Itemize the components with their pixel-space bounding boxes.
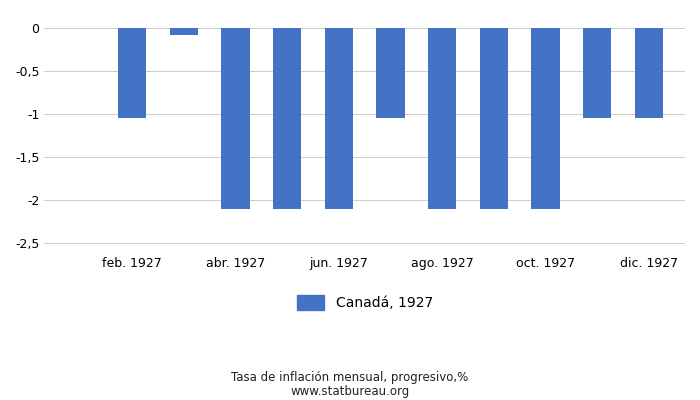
Bar bbox=[480, 28, 508, 209]
Bar bbox=[531, 28, 560, 209]
Bar bbox=[169, 28, 198, 35]
Text: www.statbureau.org: www.statbureau.org bbox=[290, 385, 410, 398]
Bar bbox=[325, 28, 353, 209]
Bar bbox=[273, 28, 302, 209]
Legend: Canadá, 1927: Canadá, 1927 bbox=[291, 290, 438, 316]
Bar bbox=[583, 28, 611, 118]
Bar bbox=[428, 28, 456, 209]
Bar bbox=[635, 28, 663, 118]
Bar bbox=[377, 28, 405, 118]
Bar bbox=[221, 28, 250, 209]
Text: Tasa de inflación mensual, progresivo,%: Tasa de inflación mensual, progresivo,% bbox=[232, 372, 468, 384]
Bar bbox=[118, 28, 146, 118]
